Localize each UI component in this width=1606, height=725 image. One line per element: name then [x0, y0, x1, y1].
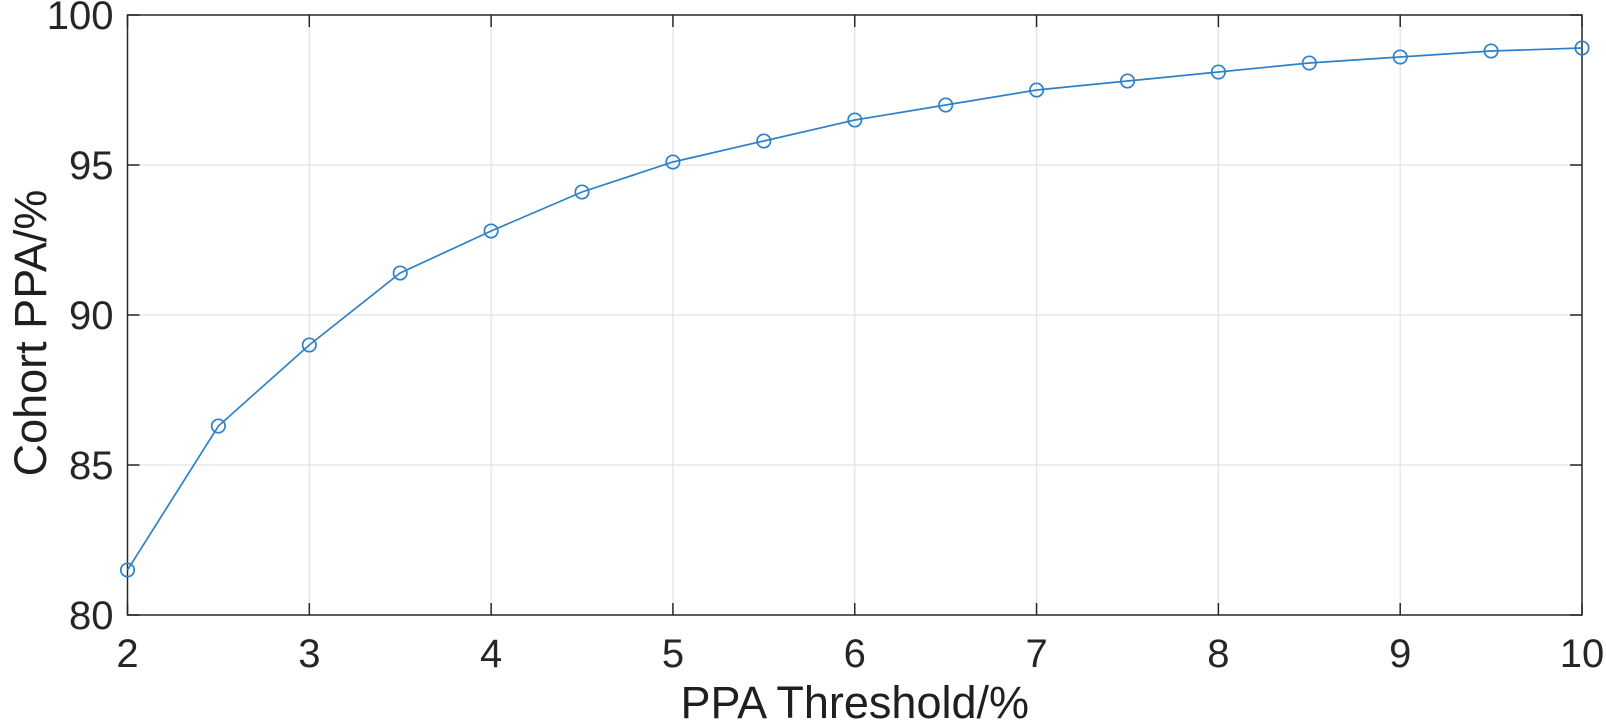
y-tick-labels: 80 85 90 95 100: [47, 0, 114, 638]
y-tick-label: 85: [69, 444, 114, 488]
data-point-marker: [1574, 40, 1590, 56]
x-tick-label: 8: [1207, 632, 1229, 676]
data-point-marker: [1483, 43, 1499, 59]
data-point-marker: [119, 562, 136, 578]
x-tick-label: 10: [1560, 632, 1605, 676]
data-point-marker: [1029, 82, 1045, 98]
y-tick-label: 80: [69, 594, 114, 638]
series-markers: [119, 40, 1590, 578]
y-tick-label: 90: [69, 294, 114, 338]
x-tick-label: 3: [298, 632, 320, 676]
data-point-marker: [1210, 64, 1226, 80]
grid-layer: [127, 15, 1582, 615]
data-point-marker: [665, 154, 681, 170]
data-point-marker: [1392, 49, 1408, 65]
x-tick-label: 2: [116, 632, 138, 676]
data-point-marker: [756, 133, 772, 149]
x-tick-label: 5: [662, 632, 684, 676]
data-point-marker: [938, 97, 954, 113]
data-point-marker: [483, 223, 499, 239]
data-point-marker: [210, 418, 226, 434]
x-tick-label: 9: [1389, 632, 1411, 676]
data-point-marker: [847, 112, 863, 128]
data-point-marker: [1119, 73, 1136, 89]
series-line: [126, 47, 1583, 571]
x-tick-labels: 2 3 4 5 6 7 8 9 10: [116, 632, 1604, 676]
y-axis-label: Cohort PPA/%: [5, 190, 56, 477]
x-tick-label: 7: [1025, 632, 1047, 676]
y-tick-label: 95: [69, 144, 114, 188]
x-tick-label: 6: [844, 632, 866, 676]
data-point-marker: [392, 265, 408, 281]
y-tick-label: 100: [47, 0, 114, 38]
data-point-marker: [574, 184, 590, 200]
data-point-marker: [301, 337, 317, 353]
x-axis-label: PPA Threshold/%: [680, 677, 1029, 725]
data-point-marker: [1301, 55, 1317, 71]
x-tick-label: 4: [480, 632, 502, 676]
tick-mark-layer: [126, 14, 1583, 616]
